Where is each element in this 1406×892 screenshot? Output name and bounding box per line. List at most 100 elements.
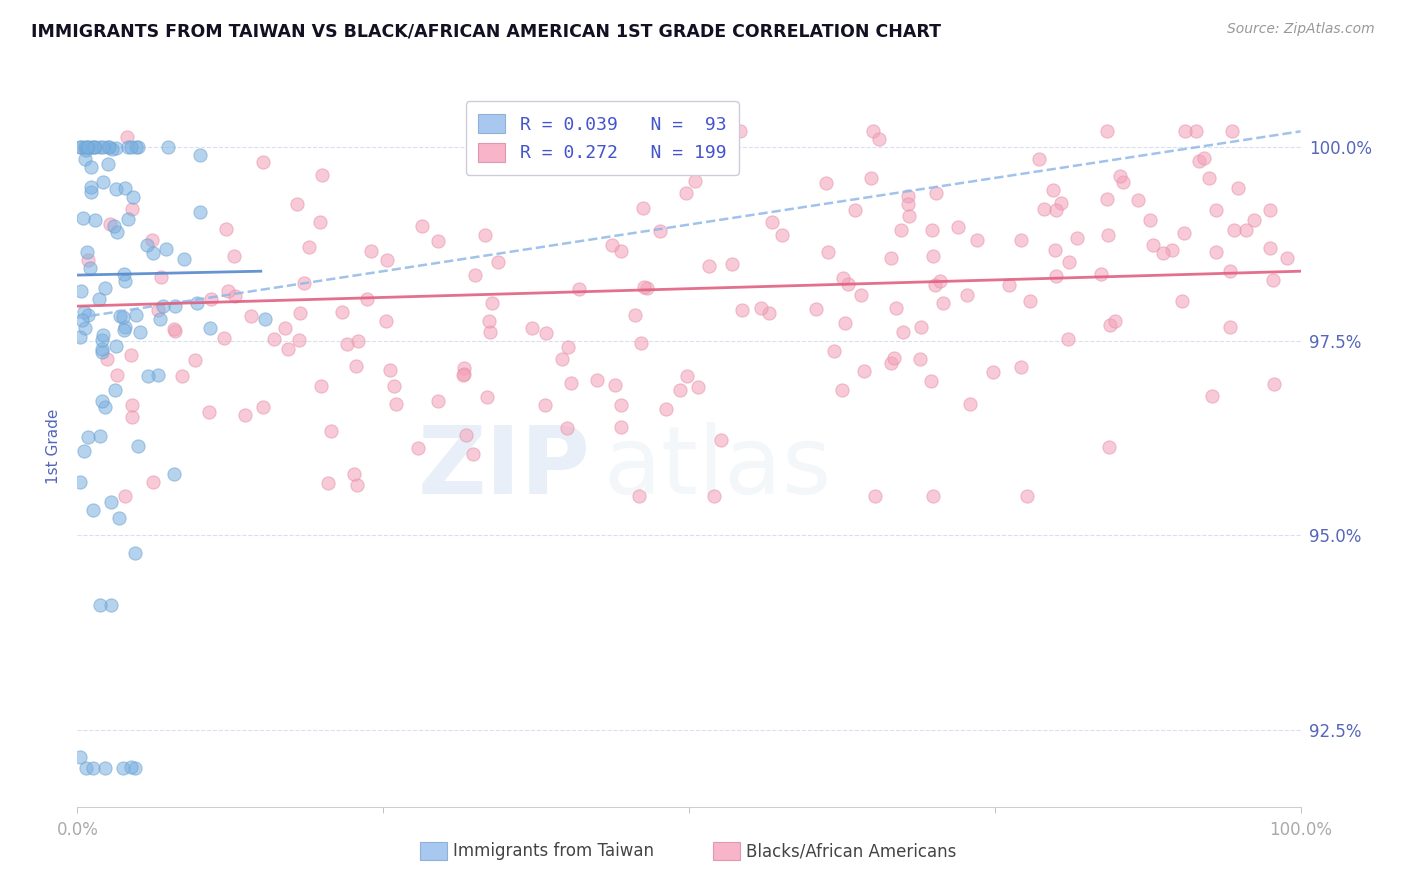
Point: [481, 295, 503, 310]
Point: [378, 363, 401, 377]
Point: [865, 490, 887, 504]
Point: [633, 280, 655, 294]
Point: [77, 252, 100, 267]
Point: [76, 140, 98, 154]
Point: [454, 427, 477, 442]
Point: [683, 174, 706, 188]
Point: [80, 185, 103, 199]
Point: [699, 259, 721, 273]
Text: IMMIGRANTS FROM TAIWAN VS BLACK/AFRICAN AMERICAN 1ST GRADE CORRELATION CHART: IMMIGRANTS FROM TAIWAN VS BLACK/AFRICAN …: [31, 22, 941, 40]
Point: [263, 332, 285, 346]
Point: [112, 323, 135, 337]
Point: [1243, 213, 1265, 227]
Point: [105, 182, 128, 196]
Point: [170, 369, 193, 384]
Point: [360, 244, 382, 259]
Point: [1057, 332, 1080, 346]
Point: [568, 282, 591, 296]
Point: [100, 495, 122, 509]
Point: [69, 749, 91, 764]
Point: [610, 244, 633, 258]
Point: [112, 267, 135, 281]
Point: [98, 217, 121, 231]
Point: [804, 301, 827, 316]
Point: [770, 227, 793, 242]
Point: [1095, 124, 1118, 138]
Point: [1097, 228, 1119, 243]
Point: [69, 330, 91, 344]
Point: [849, 287, 872, 301]
Point: [1066, 231, 1088, 245]
Point: [426, 394, 449, 409]
Point: [121, 398, 143, 412]
Point: [188, 147, 211, 161]
Point: [1223, 223, 1246, 237]
Point: [453, 368, 475, 383]
Point: [91, 344, 114, 359]
Point: [336, 337, 359, 351]
Point: [114, 490, 136, 504]
Point: [555, 420, 578, 434]
Point: [77, 140, 100, 154]
Point: [1098, 440, 1121, 454]
Point: [135, 237, 157, 252]
Point: [868, 132, 890, 146]
Point: [898, 209, 921, 223]
Point: [1220, 124, 1243, 138]
Point: [117, 211, 139, 226]
Point: [831, 383, 853, 397]
Point: [908, 352, 931, 367]
Point: [73, 321, 96, 335]
Point: [83, 140, 105, 154]
Point: [921, 223, 943, 237]
Point: [101, 142, 124, 156]
Point: [948, 220, 970, 235]
Text: Blacks/African Americans: Blacks/African Americans: [747, 842, 957, 860]
Point: [343, 467, 366, 481]
Point: [105, 141, 128, 155]
Point: [411, 219, 433, 233]
Point: [1043, 244, 1066, 258]
Point: [73, 152, 96, 166]
Point: [880, 252, 903, 266]
Legend: R = 0.039   N =  93, R = 0.272   N = 199: R = 0.039 N = 93, R = 0.272 N = 199: [465, 101, 740, 175]
Point: [198, 321, 221, 335]
Point: [844, 203, 866, 218]
Point: [121, 202, 143, 217]
Point: [107, 511, 129, 525]
Point: [862, 124, 884, 138]
Point: [215, 222, 238, 236]
Point: [173, 252, 195, 267]
Point: [214, 330, 236, 344]
Point: [73, 305, 96, 319]
Point: [347, 334, 370, 348]
Point: [375, 252, 398, 267]
Point: [998, 278, 1021, 293]
Point: [1090, 268, 1112, 282]
Point: [815, 177, 838, 191]
Point: [1174, 124, 1197, 138]
Point: [254, 312, 277, 326]
Point: [1126, 193, 1149, 207]
Point: [817, 245, 839, 260]
Point: [183, 352, 205, 367]
Point: [141, 233, 163, 247]
Point: [675, 186, 697, 200]
Point: [728, 124, 751, 138]
Point: [94, 281, 117, 295]
Point: [610, 398, 633, 412]
Point: [217, 284, 239, 298]
Point: [163, 299, 186, 313]
Point: [966, 233, 988, 247]
Point: [655, 402, 678, 417]
Point: [114, 181, 136, 195]
Point: [921, 249, 943, 263]
Point: [125, 308, 148, 322]
Point: [82, 503, 104, 517]
Point: [891, 325, 914, 339]
Point: [1112, 175, 1135, 189]
Point: [97, 140, 120, 154]
Point: [89, 429, 111, 443]
Point: [1045, 269, 1067, 284]
Point: [346, 477, 368, 491]
